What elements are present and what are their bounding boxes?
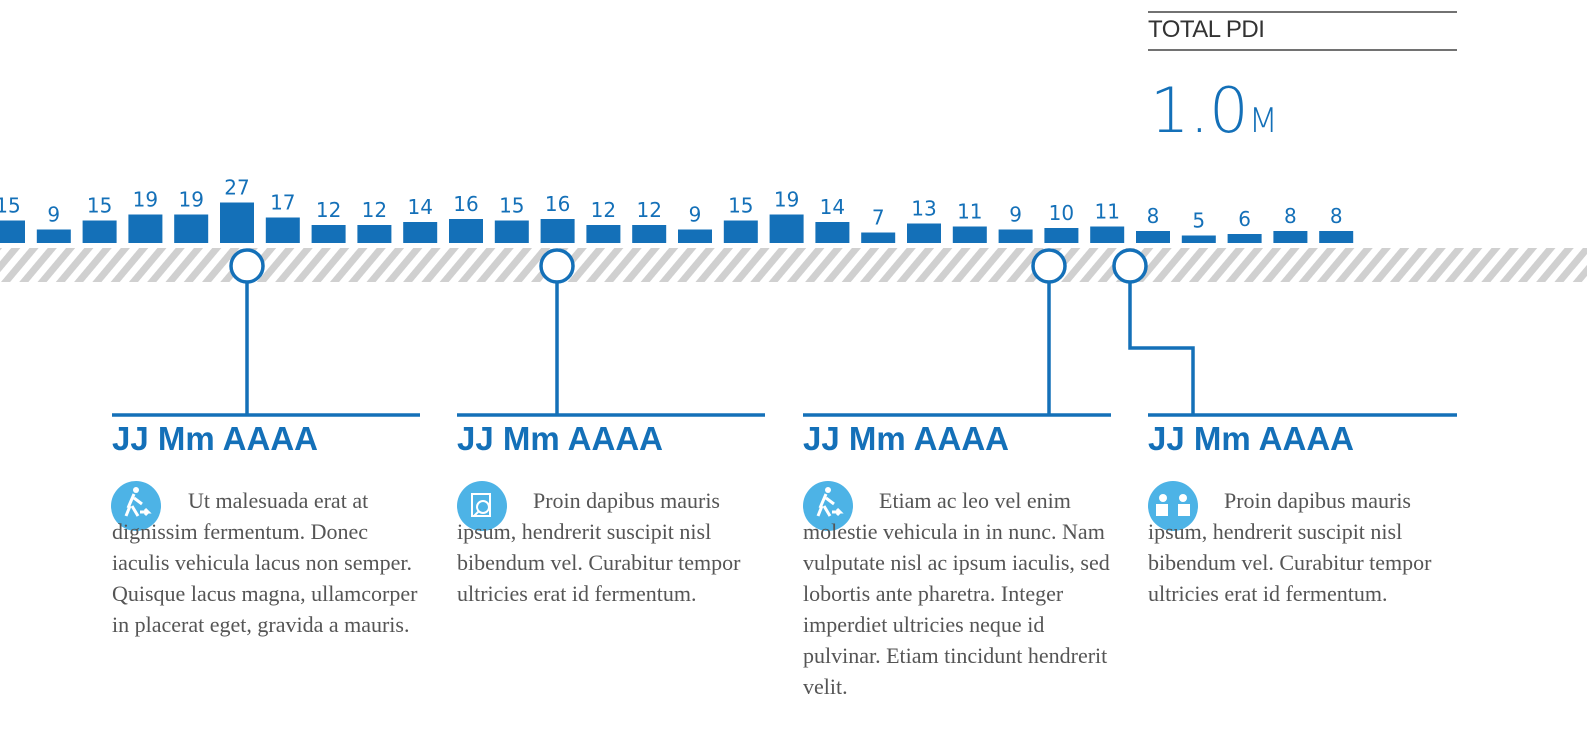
- value-label: 7: [872, 206, 885, 230]
- bar: [815, 222, 850, 243]
- bar: [357, 225, 392, 243]
- value-label: 15: [0, 194, 21, 218]
- bar: [998, 229, 1033, 243]
- value-label: 19: [774, 188, 799, 212]
- value-label: 11: [957, 200, 982, 224]
- bar: [1044, 228, 1079, 243]
- connectors: [112, 248, 1457, 417]
- bar: [861, 232, 896, 243]
- value-label: 11: [1094, 200, 1119, 224]
- bar: [952, 226, 987, 243]
- value-label: 27: [224, 176, 249, 200]
- bar: [769, 214, 804, 243]
- event-date: JJ Mm AAAA: [457, 420, 663, 457]
- bar: [678, 229, 712, 243]
- bar: [0, 220, 25, 243]
- value-label: 8: [1147, 204, 1160, 228]
- total-label: TOTAL PDI: [1148, 16, 1265, 43]
- value-label: 9: [1009, 203, 1022, 227]
- bar: [907, 223, 941, 243]
- value-label: 16: [453, 192, 478, 216]
- value-label: 15: [728, 194, 753, 218]
- total-value: 1.0M: [1150, 74, 1278, 147]
- value-label: 8: [1330, 204, 1343, 228]
- value-label: 15: [499, 194, 524, 218]
- total-unit: M: [1248, 101, 1278, 141]
- value-label: 9: [47, 203, 60, 227]
- value-label: 15: [87, 194, 112, 218]
- bar: [82, 220, 117, 243]
- value-label: 10: [1049, 201, 1074, 225]
- bar: [1090, 226, 1125, 243]
- bar: [494, 220, 529, 243]
- bar: [311, 225, 346, 243]
- bar: [1136, 231, 1170, 243]
- total-number: 1.0: [1150, 74, 1249, 147]
- bar: [174, 214, 209, 243]
- event-date: JJ Mm AAAA: [112, 420, 318, 457]
- value-label: 12: [362, 198, 387, 222]
- value-label: 14: [820, 195, 845, 219]
- bar: [1319, 231, 1354, 243]
- bar: [540, 219, 575, 243]
- icons: [111, 481, 1198, 531]
- bar: [403, 222, 438, 243]
- value-label: 12: [591, 198, 616, 222]
- bar: [449, 219, 483, 243]
- value-label: 5: [1192, 209, 1205, 233]
- event-text: Ut malesuada erat at dignissim fermentum…: [112, 488, 418, 637]
- event-date: JJ Mm AAAA: [1148, 420, 1354, 457]
- value-label: 6: [1238, 207, 1251, 231]
- bar: [36, 229, 71, 243]
- bar: [265, 217, 300, 243]
- bar: [723, 220, 758, 243]
- bar: [1273, 231, 1308, 243]
- value-label: 12: [636, 198, 661, 222]
- bar: [586, 225, 621, 243]
- bar: [128, 214, 163, 243]
- value-label: 14: [407, 195, 432, 219]
- value-label: 19: [133, 188, 158, 212]
- value-label: 12: [316, 198, 341, 222]
- event-date: JJ Mm AAAA: [803, 420, 1009, 457]
- bar: [1181, 235, 1216, 243]
- event-text: Proin dapibus mauris ipsum, hendrerit su…: [1148, 488, 1432, 606]
- value-label: 16: [545, 192, 570, 216]
- bars: 15 9 15 19 19 27 17 12 12 14 16 15 16 12 12 9 15 19 14 7 13 1…: [0, 176, 1354, 243]
- bar: [220, 202, 254, 243]
- event-text: Proin dapibus mauris ipsum, hendrerit su…: [457, 488, 741, 606]
- value-label: 19: [178, 188, 203, 212]
- bar: [1227, 234, 1262, 243]
- value-label: 9: [689, 203, 702, 227]
- value-label: 8: [1284, 204, 1297, 228]
- bar: [632, 225, 667, 243]
- value-label: 17: [270, 191, 295, 215]
- value-label: 13: [911, 197, 936, 221]
- event-text: Etiam ac leo vel enim molestie vehicula …: [803, 488, 1110, 699]
